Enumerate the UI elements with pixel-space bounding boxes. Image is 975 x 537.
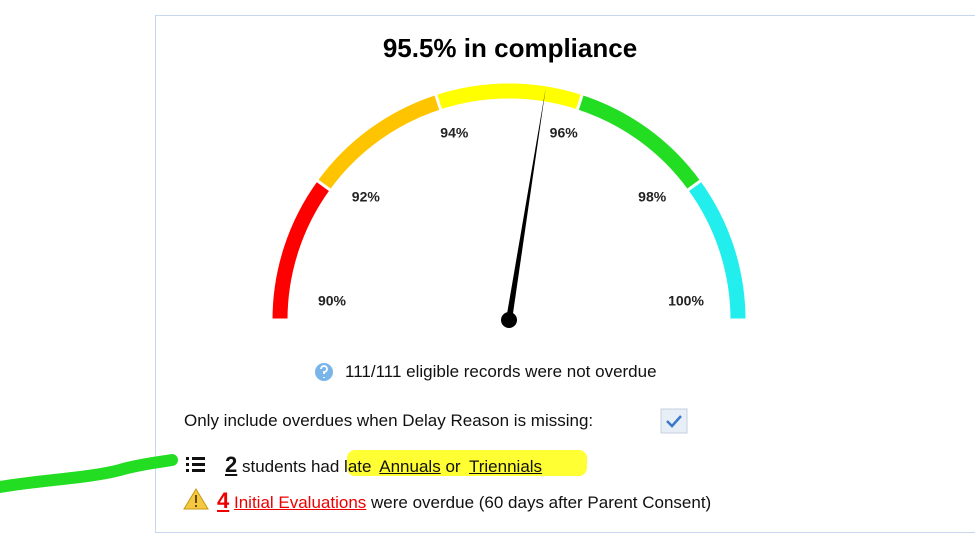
overdue-line: 4 Initial Evaluations were overdue (60 d…	[217, 488, 715, 514]
info-text: 111/111 eligible records were not overdu…	[345, 362, 657, 381]
late-count[interactable]: 2	[225, 452, 238, 477]
late-text: students had late	[241, 457, 372, 476]
gauge-band	[317, 95, 441, 190]
tick-mark	[575, 93, 584, 111]
list-icon	[186, 457, 205, 472]
highlight	[347, 450, 587, 476]
tick-mark	[686, 179, 703, 192]
overdue-count[interactable]: 4	[217, 488, 230, 513]
tick-label: 92%	[352, 189, 381, 205]
gauge-band	[272, 180, 330, 321]
tick-label: 90%	[318, 293, 347, 309]
tick-mark	[434, 93, 443, 111]
late-line: 2 students had late Annuals or Triennial…	[225, 452, 542, 478]
triennials-link[interactable]: Triennials	[468, 457, 543, 476]
info-icon-mark	[320, 365, 328, 378]
needle-hub	[501, 312, 517, 328]
gauge-band	[577, 95, 701, 190]
tick-label: 98%	[638, 189, 667, 205]
tick-label: 96%	[550, 124, 579, 140]
checkbox[interactable]	[660, 408, 688, 434]
chart-title: 95.5% in compliance	[383, 33, 637, 63]
gauge-band	[688, 180, 746, 321]
checkmark	[666, 415, 682, 428]
or-text: or	[445, 457, 461, 476]
annuals-link[interactable]: Annuals	[379, 457, 441, 476]
tick-label: 100%	[668, 293, 704, 309]
needle	[506, 87, 546, 321]
tick-label: 94%	[440, 124, 469, 140]
panel	[155, 15, 975, 533]
initial-evaluations-link[interactable]: Initial Evaluations	[233, 493, 367, 512]
scribble	[0, 454, 178, 493]
filter-label: Only include overdues when Delay Reason …	[184, 411, 594, 430]
tick-mark	[315, 179, 332, 192]
overdue-text: were overdue (60 days after Parent Conse…	[371, 493, 712, 512]
gauge-band	[435, 83, 583, 110]
